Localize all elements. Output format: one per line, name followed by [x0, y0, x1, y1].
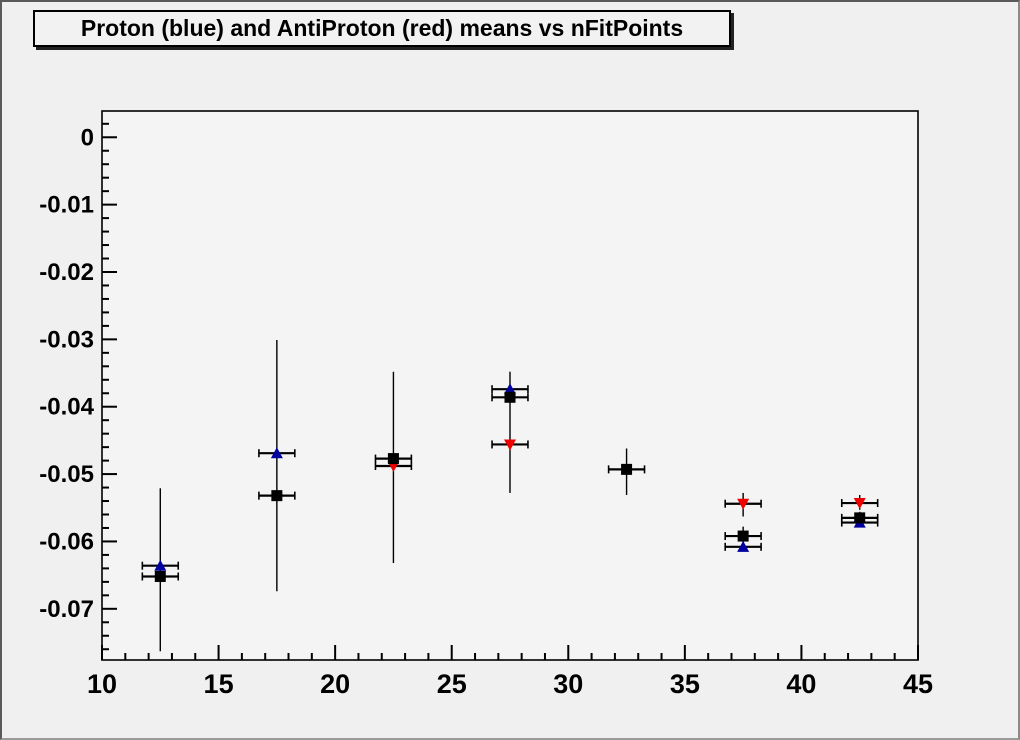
- y-tick-label: -0.01: [39, 192, 94, 219]
- plot-title: Proton (blue) and AntiProton (red) means…: [80, 15, 684, 41]
- marker-square: [854, 512, 866, 524]
- x-tick-label: 40: [786, 669, 816, 699]
- marker-square: [387, 453, 399, 465]
- plot-title-box: Proton (blue) and AntiProton (red) means…: [33, 10, 731, 47]
- marker-square: [271, 490, 283, 502]
- x-tick-label: 10: [87, 669, 117, 699]
- x-tick-label: 35: [670, 669, 700, 699]
- marker-triangle-up: [270, 447, 283, 459]
- marker-square: [621, 463, 633, 475]
- y-tick-label: 0: [81, 124, 94, 151]
- marker-square: [504, 391, 516, 403]
- y-tick-label: -0.03: [39, 326, 94, 353]
- x-tick-label: 25: [437, 669, 467, 699]
- x-tick-label: 30: [553, 669, 583, 699]
- marker-triangle-up: [154, 559, 167, 571]
- y-tick-label: -0.06: [39, 528, 94, 555]
- x-tick-label: 15: [204, 669, 234, 699]
- marker-triangle-down: [737, 498, 750, 510]
- y-tick-label: -0.05: [39, 461, 94, 488]
- marker-triangle-up: [737, 540, 750, 552]
- y-tick-label: -0.02: [39, 259, 94, 286]
- marker-square: [154, 570, 166, 582]
- y-tick-label: -0.07: [39, 596, 94, 623]
- marker-square: [737, 530, 749, 542]
- y-tick-label: -0.04: [39, 394, 94, 421]
- marker-triangle-down: [853, 498, 866, 510]
- x-tick-label: 20: [320, 669, 350, 699]
- x-tick-label: 45: [903, 669, 933, 699]
- marker-triangle-up: [504, 383, 516, 395]
- marker-triangle-down: [504, 439, 516, 451]
